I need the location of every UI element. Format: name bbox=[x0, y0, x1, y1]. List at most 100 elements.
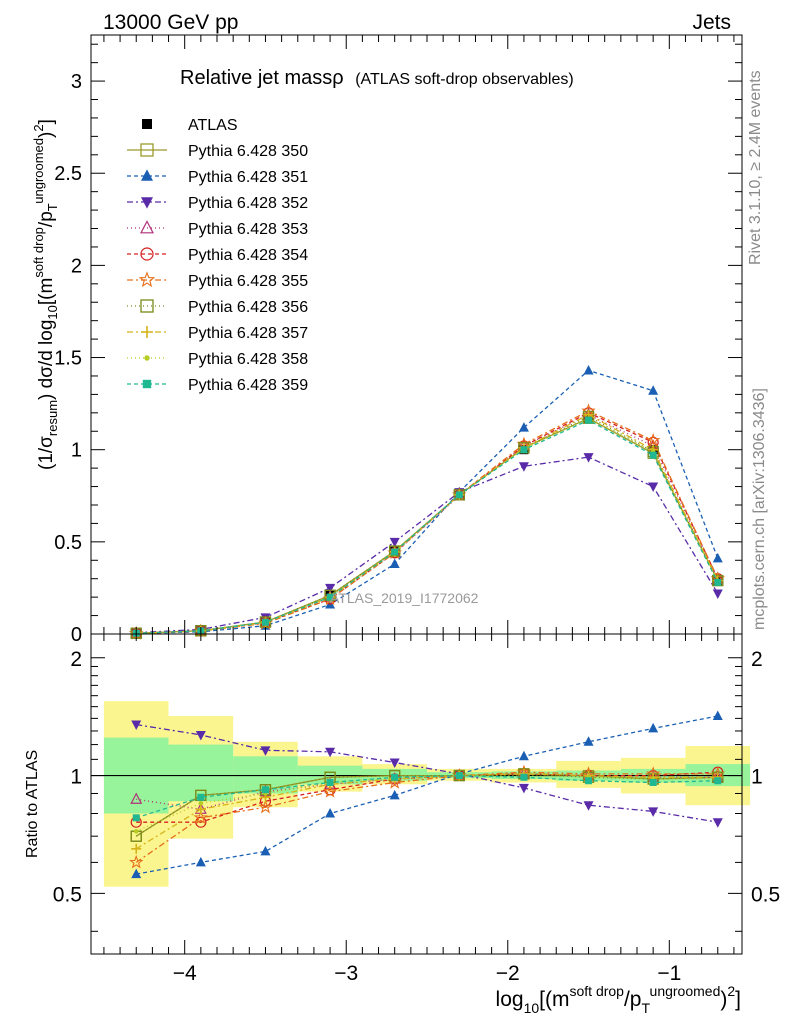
legend-item: ATLAS bbox=[142, 117, 238, 134]
legend-marker bbox=[142, 119, 152, 129]
ratio-x-tick-label: −3 bbox=[334, 962, 358, 985]
ratio-data-point bbox=[131, 868, 142, 879]
legend-label: Pythia 6.428 353 bbox=[188, 221, 308, 238]
legend-item: Pythia 6.428 352 bbox=[127, 195, 308, 212]
ratio-data-point bbox=[325, 807, 336, 818]
ratio-data-point bbox=[326, 779, 334, 787]
ratio-data-point bbox=[193, 810, 209, 825]
mcplots-label: mcplots.cern.ch [arXiv:1306.3436] bbox=[751, 388, 768, 630]
ratio-y-tick-label-right: 0.5 bbox=[751, 883, 780, 906]
main-series-3 bbox=[131, 453, 723, 639]
legend-item: Pythia 6.428 351 bbox=[127, 169, 308, 186]
legend-label: Pythia 6.428 355 bbox=[188, 273, 308, 290]
main-series-line bbox=[136, 412, 719, 634]
main-title-text: Relative jet massρ bbox=[180, 67, 344, 89]
main-data-point bbox=[326, 593, 334, 601]
main-data-point bbox=[583, 453, 594, 463]
legend-label: Pythia 6.428 350 bbox=[188, 143, 308, 160]
main-data-point bbox=[714, 578, 722, 586]
legend-item: Pythia 6.428 350 bbox=[127, 143, 308, 160]
ratio-series-line bbox=[136, 723, 718, 823]
main-data-point bbox=[583, 364, 594, 375]
ratio-data-point bbox=[132, 814, 140, 822]
ratio-data-point bbox=[585, 777, 593, 785]
legend-marker bbox=[144, 355, 150, 361]
main-data-point bbox=[389, 558, 400, 568]
ratio-series-9 bbox=[132, 772, 722, 822]
ratio-data-point bbox=[261, 786, 269, 794]
ratio-x-axis-label: log10[(msoft drop/pTungroomed)2] bbox=[496, 983, 741, 1016]
main-data-point bbox=[645, 432, 661, 447]
main-title-subtitle: (ATLAS soft-drop observables) bbox=[355, 71, 573, 88]
main-y-tick-label: 2 bbox=[71, 255, 82, 277]
ratio-data-point bbox=[198, 800, 204, 806]
legend-label: Pythia 6.428 356 bbox=[188, 299, 308, 316]
ratio-data-point bbox=[583, 801, 594, 811]
ratio-data-point bbox=[260, 746, 271, 756]
ratio-panel: 0.5 0.5 1 1 2 2 −4 −3 −2 −1 Ratio to ATLAS log10… bbox=[24, 633, 780, 1016]
ratio-series-line bbox=[136, 715, 718, 875]
main-data-point bbox=[520, 446, 528, 454]
main-data-point bbox=[391, 548, 399, 556]
ratio-y-tick-label: 0.5 bbox=[53, 883, 82, 906]
legend-item: Pythia 6.428 355 bbox=[127, 271, 308, 290]
header-left: 13000 GeV pp bbox=[103, 11, 238, 34]
ratio-data-point bbox=[648, 722, 659, 733]
main-y-tick-label: 2.5 bbox=[54, 163, 82, 185]
main-data-point bbox=[325, 583, 336, 594]
main-data-point bbox=[455, 491, 463, 499]
ratio-y-axis-label: Ratio to ATLAS bbox=[24, 750, 41, 858]
legend-label: Pythia 6.428 357 bbox=[188, 325, 308, 342]
main-panel: ATLAS_2019_I1772062 0 0.5 1 1.5 2 2.5 3 Relati… bbox=[31, 34, 743, 646]
ratio-series-layer bbox=[128, 710, 726, 879]
ratio-data-point bbox=[455, 772, 463, 780]
legend-item: Pythia 6.428 357 bbox=[127, 325, 308, 342]
legend-marker bbox=[140, 143, 154, 157]
ratio-data-point bbox=[389, 789, 400, 800]
main-data-point bbox=[518, 462, 529, 472]
ratio-data-point bbox=[649, 779, 657, 787]
legend-marker bbox=[140, 299, 154, 313]
main-data-point bbox=[649, 451, 657, 459]
ratio-data-point bbox=[322, 783, 338, 798]
main-data-point bbox=[712, 552, 723, 563]
legend-label: Pythia 6.428 354 bbox=[188, 247, 308, 264]
legend-marker bbox=[141, 169, 153, 181]
ratio-series-line bbox=[136, 773, 718, 810]
ratio-x-tick-label: −4 bbox=[173, 962, 197, 985]
legend-marker bbox=[138, 271, 156, 288]
legend: ATLAS Pythia 6.428 350 Pythia 6.428 351 Pyt… bbox=[127, 117, 308, 394]
main-y-tick-label: 0 bbox=[71, 624, 82, 646]
ratio-data-point bbox=[583, 736, 594, 746]
legend-item: Pythia 6.428 353 bbox=[127, 220, 308, 238]
ratio-series-line bbox=[135, 771, 718, 863]
legend-label: ATLAS bbox=[188, 117, 238, 134]
ratio-data-point bbox=[195, 804, 206, 815]
ratio-frame bbox=[90, 633, 743, 955]
ratio-x-tick-label: −2 bbox=[496, 962, 520, 985]
ratio-data-point bbox=[131, 720, 142, 731]
main-data-point bbox=[648, 385, 659, 395]
main-title: Relative jet massρ (ATLAS soft-drop obse… bbox=[180, 67, 574, 89]
main-data-point bbox=[648, 482, 659, 493]
legend-item: Pythia 6.428 354 bbox=[127, 247, 308, 264]
legend-marker bbox=[142, 379, 152, 389]
main-y-tick-label: 1 bbox=[71, 440, 82, 462]
rivet-label: Rivet 3.1.10, ≥ 2.4M events bbox=[747, 70, 764, 265]
ratio-data-point bbox=[389, 758, 400, 768]
main-y-axis-label: (1/σresum) dσ/d log10[(msoft drop/pTungr… bbox=[31, 119, 60, 470]
ratio-data-point bbox=[130, 792, 143, 804]
ratio-series-line bbox=[136, 774, 718, 819]
legend-item: Pythia 6.428 359 bbox=[127, 377, 308, 394]
ratio-data-point bbox=[714, 777, 722, 785]
ratio-data-point bbox=[712, 818, 723, 828]
ratio-series-line bbox=[135, 774, 718, 832]
legend-label: Pythia 6.428 352 bbox=[188, 195, 308, 212]
legend-marker bbox=[141, 197, 153, 209]
ratio-x-tick-label: −1 bbox=[657, 962, 681, 985]
legend-marker bbox=[140, 247, 154, 261]
ratio-series-line bbox=[135, 773, 718, 837]
main-series-line bbox=[136, 369, 719, 635]
main-y-ticks: 0 0.5 1 1.5 2 2.5 3 bbox=[54, 43, 742, 646]
